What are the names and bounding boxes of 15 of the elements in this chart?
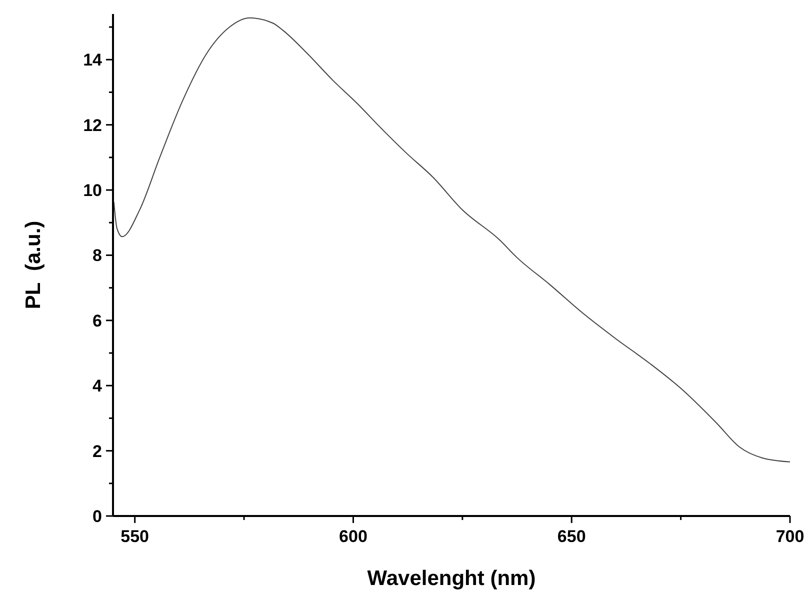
- y-tick-label: 14: [83, 50, 103, 70]
- y-tick-label: 4: [92, 376, 103, 396]
- y-axis-title: PL (a.u.): [22, 220, 45, 310]
- y-tick-label: 8: [92, 246, 102, 266]
- y-tick-label: 2: [92, 442, 102, 461]
- y-tick-label: 10: [83, 180, 102, 200]
- x-tick-label: 550: [120, 527, 150, 546]
- y-tick-label: 12: [83, 116, 102, 135]
- x-tick-label: 600: [339, 527, 368, 546]
- x-tick-label: 700: [776, 527, 804, 546]
- x-axis-title: Wavelenght (nm): [367, 567, 536, 590]
- y-tick-label: 0: [92, 506, 102, 526]
- line-series: [113, 17, 790, 462]
- x-tick-label: 650: [557, 527, 586, 546]
- y-tick-label: 6: [92, 311, 102, 330]
